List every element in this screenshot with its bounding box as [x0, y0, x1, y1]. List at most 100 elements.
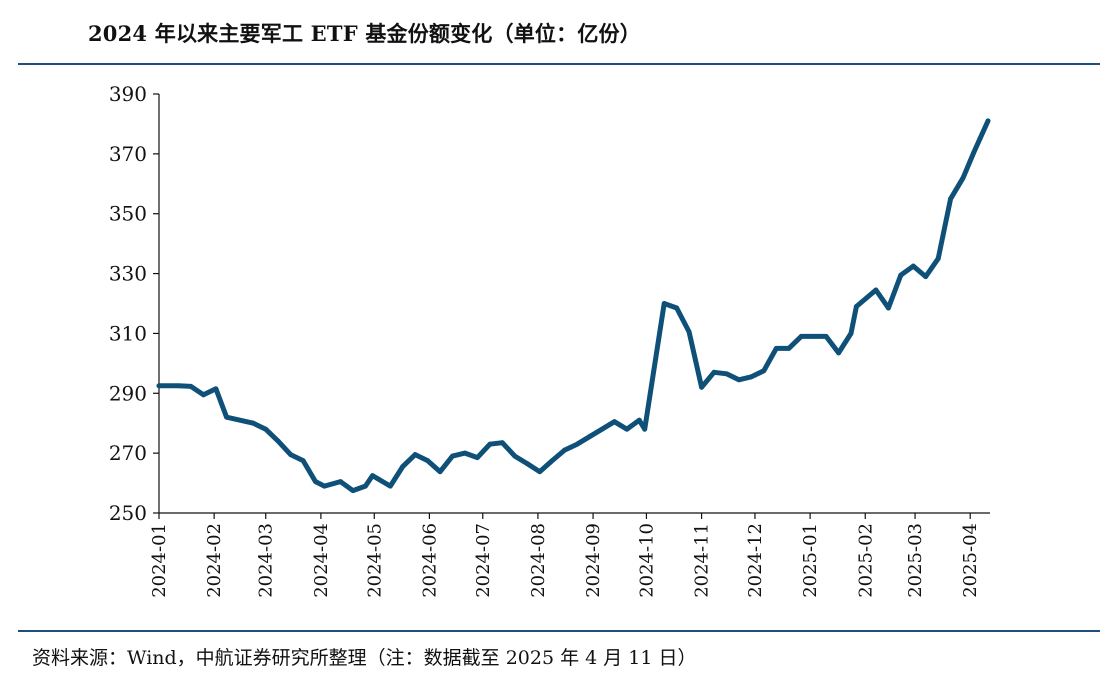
data-point [724, 371, 729, 377]
data-point [425, 458, 430, 463]
data-point [836, 350, 841, 356]
data-point [322, 483, 327, 489]
x-tick-label: 2024-11 [692, 523, 713, 598]
data-point [400, 464, 406, 469]
x-tick-label: 2024-05 [364, 523, 385, 598]
data-point [686, 329, 692, 335]
data-point [960, 175, 966, 181]
data-point [338, 479, 343, 484]
y-tick-label: 370 [109, 142, 147, 166]
x-tick-label: 2024-12 [745, 523, 766, 598]
data-point [699, 384, 704, 390]
data-point [798, 334, 804, 339]
data-point [898, 272, 904, 278]
data-point [499, 440, 505, 446]
data-point [450, 453, 455, 459]
data-point [387, 483, 393, 489]
data-point [549, 458, 555, 463]
data-point [923, 274, 929, 279]
data-point [412, 452, 418, 457]
data-point [786, 346, 792, 351]
data-point [761, 368, 767, 374]
source-note: 资料来源：Wind，中航证券研究所整理（注：数据截至 2025 年 4 月 11… [32, 647, 697, 669]
data-point [562, 447, 567, 453]
x-tick-label: 2024-10 [636, 523, 657, 598]
x-tick-label: 2025-02 [855, 523, 876, 598]
data-point [674, 305, 680, 311]
data-point [886, 305, 891, 311]
data-point [370, 473, 375, 478]
data-point [475, 455, 480, 460]
axes [158, 94, 990, 514]
x-tick-label: 2025-03 [905, 523, 926, 598]
data-point [176, 383, 182, 389]
data-point [971, 150, 977, 155]
data-point [213, 386, 219, 392]
x-axis-ticks: 2024-01 2024-02 2024-03 2024-04 2024-05 2024-… [149, 513, 981, 598]
y-tick-label: 310 [109, 321, 147, 345]
series-line [156, 118, 991, 494]
x-tick-label: 2024-06 [419, 523, 440, 598]
data-point [574, 441, 580, 447]
data-point [263, 426, 269, 432]
data-point [948, 196, 953, 202]
data-point [313, 479, 318, 484]
y-tick-label: 390 [109, 82, 147, 106]
data-point [587, 434, 592, 440]
data-point [487, 441, 493, 447]
data-point [612, 419, 617, 425]
series-group [156, 118, 991, 494]
x-tick-label: 2024-03 [256, 523, 277, 598]
data-point [437, 469, 443, 475]
data-point [749, 374, 754, 380]
data-point [188, 384, 194, 389]
y-tick-label: 330 [109, 262, 147, 286]
data-point [661, 301, 667, 306]
x-tick-label: 2025-01 [800, 523, 821, 598]
data-point [524, 461, 530, 466]
data-point [873, 287, 879, 293]
data-point [624, 426, 630, 432]
x-tick-label: 2024-01 [149, 523, 170, 598]
data-point [811, 334, 817, 339]
data-point [363, 483, 368, 489]
data-point [599, 426, 605, 432]
x-tick-label: 2024-02 [204, 523, 225, 598]
x-tick-label: 2024-07 [473, 523, 494, 598]
data-point [711, 369, 717, 375]
data-point [275, 438, 281, 444]
data-point [288, 452, 293, 457]
data-point [512, 453, 518, 459]
data-point [224, 414, 230, 420]
data-point [636, 417, 642, 423]
data-point [910, 263, 916, 269]
data-point [736, 377, 742, 383]
data-point [642, 426, 648, 432]
x-tick-label: 2024-08 [528, 523, 549, 598]
data-point [462, 450, 468, 456]
y-tick-label: 250 [109, 501, 147, 525]
data-point [537, 469, 543, 475]
x-tick-label: 2024-04 [311, 523, 332, 598]
x-tick-label: 2024-09 [583, 523, 604, 598]
data-point [156, 383, 162, 389]
y-tick-label: 290 [109, 381, 147, 405]
data-point [250, 420, 256, 426]
header-rule [18, 63, 1100, 65]
data-point [350, 488, 356, 493]
y-tick-label: 350 [109, 202, 147, 226]
x-tick-label: 2025-04 [960, 523, 981, 598]
data-point [854, 304, 859, 309]
data-point [848, 331, 854, 336]
data-point [935, 256, 941, 261]
chart-title: 2024 年以来主要军工 ETF 基金份额变化（单位：亿份） [88, 21, 641, 46]
y-tick-label: 270 [109, 441, 147, 465]
data-point [823, 334, 829, 339]
footer-rule [18, 630, 1100, 632]
data-point [201, 392, 206, 398]
data-point [985, 118, 991, 124]
y-axis-ticks: 250 270 290 310 330 350 370 390 [109, 82, 159, 525]
data-point [300, 458, 306, 463]
data-point [773, 346, 779, 351]
